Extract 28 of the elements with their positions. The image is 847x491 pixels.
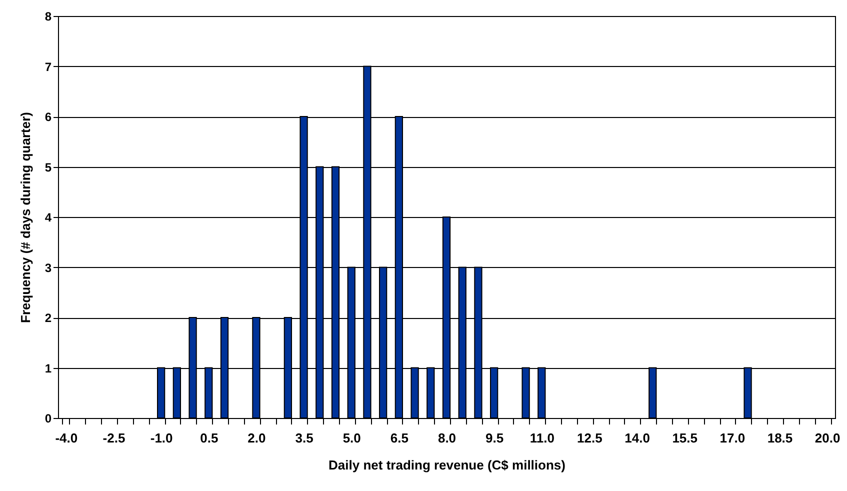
x-tick-label: 8.0 <box>438 430 456 446</box>
y-tick-label: 6 <box>44 110 52 124</box>
x-axis-title: Daily net trading revenue (C$ millions) <box>328 458 566 472</box>
y-tick-label: 8 <box>44 10 52 24</box>
x-tick-label: 12.5 <box>577 430 602 446</box>
x-tick-label: 18.5 <box>767 430 793 446</box>
y-tick-label: 2 <box>44 311 52 325</box>
x-tick-label: 14.0 <box>624 430 650 446</box>
x-tick-label: 11.0 <box>530 430 554 446</box>
x-tick-label: 9.5 <box>486 430 504 446</box>
x-tick-label: 0.5 <box>200 430 218 446</box>
x-tick-label: 3.5 <box>295 430 314 446</box>
x-tick-label: 15.5 <box>672 430 698 446</box>
x-tick-label: -4.0 <box>55 430 78 446</box>
y-tick-label: 7 <box>44 60 52 74</box>
y-tick-label: 1 <box>44 361 52 376</box>
y-axis-title: Frequency (# days during quarter) <box>18 112 33 323</box>
y-tick-label: 4 <box>44 210 52 224</box>
x-tick-label: 17.0 <box>720 430 746 446</box>
x-tick-label: 2.0 <box>248 430 266 446</box>
x-tick-label: -2.5 <box>102 430 126 446</box>
y-tick-label: 0 <box>44 412 52 426</box>
y-tick-label: 3 <box>44 260 52 275</box>
y-tick-label: 5 <box>44 160 52 174</box>
x-tick-label: 6.5 <box>390 430 408 446</box>
x-tick-label: 5.0 <box>342 430 361 446</box>
x-tick-label: 20.0 <box>814 430 840 446</box>
x-tick-label: -1.0 <box>150 430 173 446</box>
